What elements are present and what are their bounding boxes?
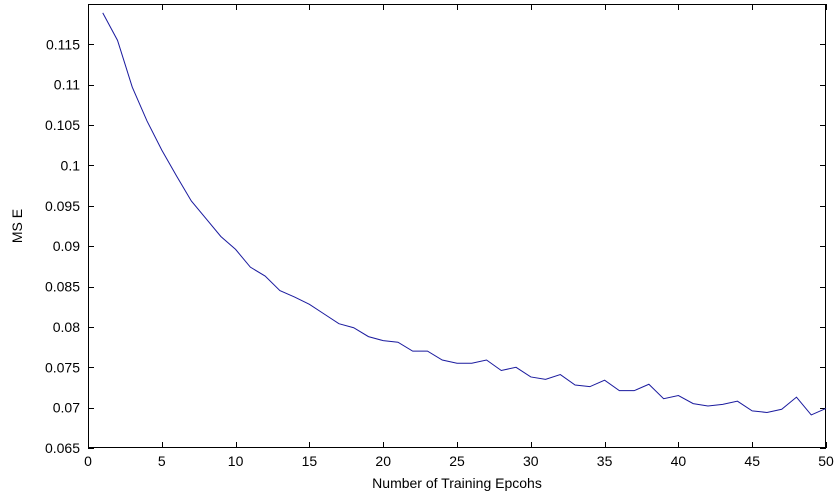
y-tick-label: 0.075 xyxy=(45,359,80,375)
y-tick-label: 0.095 xyxy=(45,198,80,214)
x-tick-label: 15 xyxy=(302,453,318,469)
y-tick-label: 0.08 xyxy=(53,319,80,335)
x-tick-label: 5 xyxy=(158,453,166,469)
tick-labels: 0 5 10 15 20 25 30 35 40 45 50 0.065 0.07 0.075 0.08 0.… xyxy=(45,36,834,469)
y-tick-label: 0.11 xyxy=(54,77,80,93)
x-tick-label: 25 xyxy=(449,453,465,469)
x-tick-label: 10 xyxy=(228,453,244,469)
x-tick-label: 40 xyxy=(671,453,687,469)
y-tick-label: 0.1 xyxy=(61,157,81,173)
y-tick-label: 0.105 xyxy=(45,117,80,133)
y-tick-label: 0.115 xyxy=(46,36,80,52)
y-axis-label: MS E xyxy=(9,209,25,243)
x-tick-label: 35 xyxy=(597,453,613,469)
x-tick-label: 30 xyxy=(523,453,539,469)
x-axis-label: Number of Training Epcohs xyxy=(372,475,542,491)
y-tick-label: 0.07 xyxy=(53,400,80,416)
axis-ticks xyxy=(88,4,827,449)
x-tick-label: 50 xyxy=(818,453,834,469)
y-tick-label: 0.085 xyxy=(45,279,80,295)
plot-frame xyxy=(88,4,826,448)
x-tick-label: 45 xyxy=(744,453,760,469)
x-tick-label: 0 xyxy=(84,453,92,469)
y-tick-label: 0.065 xyxy=(45,440,80,456)
mse-series-line xyxy=(102,12,827,416)
x-tick-label: 20 xyxy=(375,453,391,469)
y-tick-label: 0.09 xyxy=(53,238,80,254)
